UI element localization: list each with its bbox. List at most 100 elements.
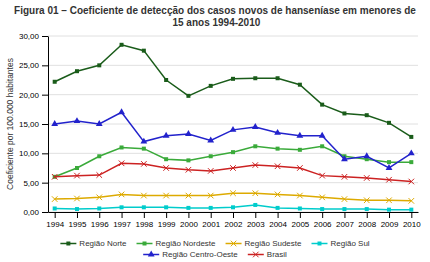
tick-label: 1995 xyxy=(69,220,87,229)
legend-label: Região Sudeste xyxy=(245,239,302,248)
point xyxy=(163,165,169,171)
point xyxy=(275,163,281,169)
tick: 2007 xyxy=(336,212,354,229)
tick: 1994 xyxy=(46,212,64,229)
point xyxy=(230,190,236,196)
point xyxy=(120,43,124,47)
point xyxy=(96,172,102,178)
point xyxy=(209,206,213,210)
tick: 2003 xyxy=(247,212,265,229)
tick-label: 2008 xyxy=(358,220,376,229)
tick-mark xyxy=(233,212,234,218)
tick-mark xyxy=(42,183,48,184)
tick-mark xyxy=(42,65,48,66)
tick: 30,00 xyxy=(19,32,48,41)
axis-line xyxy=(48,37,49,213)
series-line xyxy=(55,45,412,137)
grid-line xyxy=(48,182,418,183)
tick: 5,00 xyxy=(23,179,48,188)
tick: 2000 xyxy=(180,212,198,229)
tick-mark xyxy=(278,212,279,218)
point xyxy=(53,80,57,84)
legend-symbol xyxy=(253,252,259,258)
series xyxy=(53,144,414,179)
point xyxy=(341,155,348,161)
tick: 2002 xyxy=(225,212,243,229)
tick-label: 2006 xyxy=(314,220,332,229)
point xyxy=(365,207,369,211)
tick-mark xyxy=(144,212,145,218)
point xyxy=(274,129,281,135)
point xyxy=(142,205,146,209)
tick-label: 2001 xyxy=(202,220,220,229)
point xyxy=(230,165,236,171)
point xyxy=(119,192,125,198)
point xyxy=(52,174,58,180)
series xyxy=(52,161,414,185)
point xyxy=(342,111,346,115)
point xyxy=(276,206,280,210)
point xyxy=(275,192,281,198)
tick: 15,00 xyxy=(19,120,48,129)
point xyxy=(342,196,348,202)
title-line: 15 anos 1994-2010 xyxy=(170,17,261,28)
tick-mark xyxy=(300,212,301,218)
tick-mark xyxy=(42,36,48,37)
point xyxy=(163,193,169,199)
tick-mark xyxy=(255,212,256,218)
point xyxy=(97,206,101,210)
title: Figura 01 – Coeficiente de detecção dos … xyxy=(14,5,416,28)
point xyxy=(209,84,213,88)
series-line xyxy=(55,146,412,177)
tick: 20,00 xyxy=(19,91,48,100)
point xyxy=(230,126,237,132)
point xyxy=(320,207,324,211)
series-line xyxy=(55,163,412,181)
series xyxy=(53,203,414,212)
tick-label: 5,00 xyxy=(23,179,39,188)
tick-mark xyxy=(55,212,56,218)
tick-label: 1994 xyxy=(46,220,64,229)
point xyxy=(387,121,391,125)
chart-container: Figura 01 – Coeficiente de detecção dos … xyxy=(0,0,430,262)
point xyxy=(186,193,192,199)
point xyxy=(164,157,168,161)
point xyxy=(253,144,257,148)
y-axis: 0,005,0010,0015,0020,0025,0030,00 xyxy=(19,32,49,217)
series xyxy=(53,43,414,139)
tick: 1997 xyxy=(113,212,131,229)
point xyxy=(253,203,257,207)
point xyxy=(231,77,235,81)
legend-item: Região Norte xyxy=(60,239,127,248)
point xyxy=(387,160,391,164)
tick: 10,00 xyxy=(19,149,48,158)
point xyxy=(208,193,214,199)
point xyxy=(74,173,80,179)
legend-label: Brasil xyxy=(267,250,287,259)
point xyxy=(119,161,125,167)
point xyxy=(297,193,303,199)
tick-mark xyxy=(42,95,48,96)
grid-line xyxy=(48,36,418,37)
tick: 1999 xyxy=(158,212,176,229)
tick-mark xyxy=(99,212,100,218)
point xyxy=(409,179,415,185)
point xyxy=(320,103,324,107)
point xyxy=(141,161,147,167)
tick-label: 20,00 xyxy=(19,91,40,100)
point xyxy=(75,207,79,211)
tick-label: 2004 xyxy=(269,220,287,229)
point xyxy=(51,120,58,126)
tick-label: 10,00 xyxy=(19,149,40,158)
tick-label: 25,00 xyxy=(19,61,40,70)
tick: 2004 xyxy=(269,212,287,229)
tick: 1996 xyxy=(91,212,109,229)
tick-label: 30,00 xyxy=(19,32,40,41)
legend-item: Brasil xyxy=(248,250,287,259)
x-axis: 1994199519961997199819992000200120022003… xyxy=(46,212,421,229)
grid-line xyxy=(48,94,418,95)
point xyxy=(96,195,102,201)
point xyxy=(208,168,214,174)
point xyxy=(163,132,170,138)
point xyxy=(186,158,190,162)
